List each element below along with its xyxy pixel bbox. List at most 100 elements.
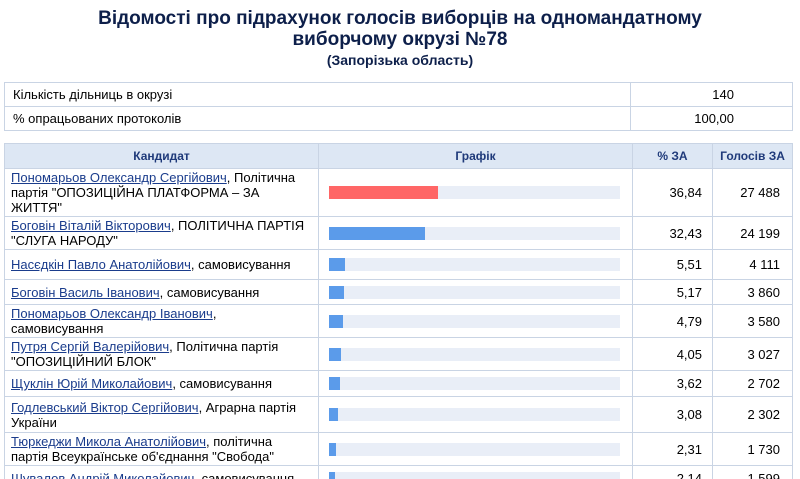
candidate-party: , Аграрна партія України: [11, 399, 297, 430]
vote-bar-track: [329, 226, 620, 240]
candidate-pct: 5,51: [632, 249, 713, 280]
candidate-votes: 1 599: [712, 465, 793, 479]
candidate-pct: 5,17: [632, 279, 713, 305]
candidate-votes: 27 488: [712, 168, 793, 217]
results-table: Кандидат Графік % ЗА Голосів ЗА Пономарь…: [4, 143, 793, 479]
page-title-line1: Відомості про підрахунок голосів виборці…: [98, 8, 702, 29]
candidate-party: , самовисування: [159, 284, 260, 300]
chart-cell: [318, 396, 633, 433]
vote-bar: [329, 314, 344, 328]
candidate-name-link[interactable]: Годлевський Віктор Сергійович: [11, 399, 199, 415]
header-candidate[interactable]: Кандидат: [4, 143, 319, 169]
region-subtitle: (Запорізька область): [326, 52, 474, 68]
vote-bar-track: [329, 285, 620, 299]
candidate-votes: 3 860: [712, 279, 793, 305]
summary-value: 100,00: [630, 106, 793, 131]
candidate-name-link[interactable]: Шувалов Андрій Миколайович: [11, 470, 195, 479]
chart-cell: [318, 168, 633, 217]
vote-bar: [329, 258, 346, 271]
summary-row-stations: Кількість дільниць в окрузі 140: [4, 82, 793, 107]
vote-bar-track: [329, 471, 620, 479]
candidate-pct: 2,14: [632, 465, 713, 479]
summary-label: Кількість дільниць в окрузі: [4, 82, 631, 107]
candidate-cell: Пономарьов Олександр Іванович, самовисув…: [4, 304, 319, 338]
candidate-votes: 4 111: [712, 249, 793, 280]
candidate-cell: Пономарьов Олександр Сергійович, Політич…: [4, 168, 319, 217]
candidate-row: Тюркеджи Микола Анатолійович, політична …: [4, 432, 793, 466]
header-pct[interactable]: % ЗА: [632, 143, 713, 169]
candidate-party: , політична партія Всеукраїнське об'єдна…: [11, 434, 274, 464]
candidate-cell: Боговін Василь Іванович, самовисування: [4, 279, 319, 305]
chart-cell: [318, 370, 633, 397]
candidate-pct: 4,79: [632, 304, 713, 338]
page-title-line2: виборчому окрузі №78: [292, 29, 508, 50]
vote-bar-track: [329, 347, 620, 361]
vote-bar: [329, 186, 439, 199]
candidate-pct: 3,08: [632, 396, 713, 433]
candidate-cell: Шувалов Андрій Миколайович, самовисуванн…: [4, 465, 319, 479]
candidate-cell: Щуклін Юрій Миколайович, самовисування: [4, 370, 319, 397]
candidate-pct: 2,31: [632, 432, 713, 466]
candidate-name-link[interactable]: Щуклін Юрій Миколайович: [11, 376, 173, 391]
vote-bar-track: [329, 258, 620, 271]
vote-bar: [329, 471, 336, 479]
candidate-party: , самовисування: [194, 470, 295, 479]
vote-bar-track: [329, 314, 620, 328]
candidate-row: Пономарьов Олександр Сергійович, Політич…: [4, 168, 793, 217]
vote-bar-track: [329, 408, 620, 421]
vote-bar-track: [329, 186, 620, 199]
candidate-row: Шувалов Андрій Миколайович, самовисуванн…: [4, 465, 793, 479]
candidate-party: , самовисування: [172, 376, 273, 391]
candidate-row: Пономарьов Олександр Іванович, самовисув…: [4, 304, 793, 338]
candidate-cell: Боговін Віталій Вікторович, ПОЛІТИЧНА ПА…: [4, 216, 319, 250]
chart-cell: [318, 304, 633, 338]
summary-label: % опрацьованих протоколів: [4, 106, 631, 131]
candidate-row: Щуклін Юрій Миколайович, самовисування 3,…: [4, 370, 793, 397]
candidate-name-link[interactable]: Боговін Василь Іванович: [11, 284, 160, 300]
candidate-votes: 24 199: [712, 216, 793, 250]
candidate-pct: 3,62: [632, 370, 713, 397]
candidate-pct: 4,05: [632, 337, 713, 371]
chart-cell: [318, 216, 633, 250]
results-header-row: Кандидат Графік % ЗА Голосів ЗА: [4, 143, 793, 169]
candidate-party: , ПОЛІТИЧНА ПАРТІЯ "СЛУГА НАРОДУ": [11, 218, 305, 248]
candidate-votes: 1 730: [712, 432, 793, 466]
summary-table: Кількість дільниць в окрузі 140 % опраць…: [4, 82, 793, 131]
chart-cell: [318, 465, 633, 479]
candidate-votes: 2 702: [712, 370, 793, 397]
header-chart: Графік: [318, 143, 633, 169]
candidate-row: Насєдкін Павло Анатолійович, самовисуван…: [4, 249, 793, 280]
candidate-party: , Політична партія "ОПОЗИЦІЙНИЙ БЛОК": [11, 339, 279, 369]
candidate-cell: Путря Сергій Валерійович, Політична парт…: [4, 337, 319, 371]
header-votes[interactable]: Голосів ЗА: [712, 143, 793, 169]
candidate-pct: 36,84: [632, 168, 713, 217]
vote-bar: [329, 408, 339, 421]
candidate-row: Боговін Василь Іванович, самовисування 5,…: [4, 279, 793, 305]
candidate-cell: Годлевський Віктор Сергійович, Аграрна п…: [4, 396, 319, 433]
candidate-party: , Політична партія "ОПОЗИЦІЙНА ПЛАТФОРМА…: [11, 170, 296, 215]
candidate-name-link[interactable]: Пономарьов Олександр Сергійович: [11, 170, 227, 185]
candidate-name-link[interactable]: Тюркеджи Микола Анатолійович: [11, 434, 207, 449]
candidate-row: Путря Сергій Валерійович, Політична парт…: [4, 337, 793, 371]
summary-row-protocols: % опрацьованих протоколів 100,00: [4, 106, 793, 131]
page-title: Відомості про підрахунок голосів виборці…: [0, 8, 800, 50]
vote-bar: [329, 285, 345, 299]
vote-bar-track: [329, 377, 620, 390]
candidate-cell: Тюркеджи Микола Анатолійович, політична …: [4, 432, 319, 466]
candidate-party: , самовисування: [190, 257, 291, 272]
candidate-pct: 32,43: [632, 216, 713, 250]
candidate-name-link[interactable]: Путря Сергій Валерійович: [11, 339, 170, 354]
chart-cell: [318, 337, 633, 371]
candidate-row: Годлевський Віктор Сергійович, Аграрна п…: [4, 396, 793, 433]
candidate-name-link[interactable]: Насєдкін Павло Анатолійович: [11, 257, 191, 272]
candidate-name-link[interactable]: Боговін Віталій Вікторович: [11, 218, 171, 233]
candidate-votes: 2 302: [712, 396, 793, 433]
results-body: Пономарьов Олександр Сергійович, Політич…: [4, 168, 793, 479]
summary-value: 140: [630, 82, 793, 107]
candidate-cell: Насєдкін Павло Анатолійович, самовисуван…: [4, 249, 319, 280]
vote-bar: [329, 377, 340, 390]
candidate-votes: 3 580: [712, 304, 793, 338]
vote-bar: [329, 442, 336, 456]
candidate-party: , самовисування: [11, 306, 217, 336]
candidate-name-link[interactable]: Пономарьов Олександр Іванович: [11, 306, 213, 321]
